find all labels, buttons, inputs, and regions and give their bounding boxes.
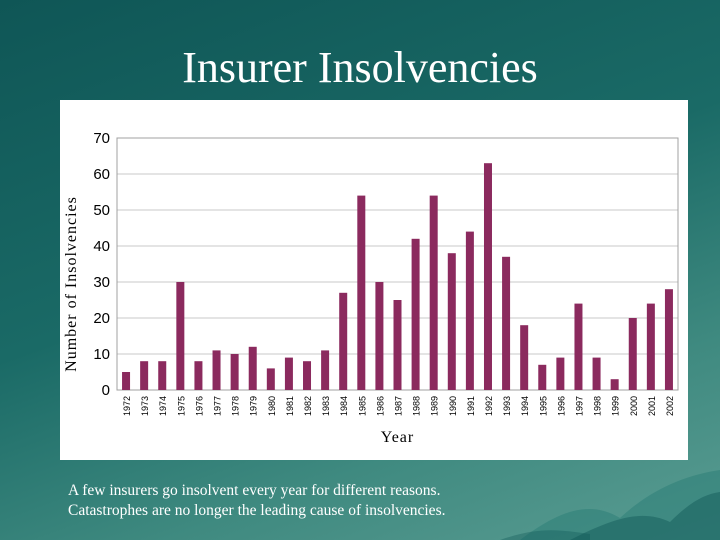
x-tick-label: 1978 (231, 396, 241, 416)
caption-line-2: Catastrophes are no longer the leading c… (68, 502, 446, 519)
y-tick-label: 0 (102, 382, 110, 399)
x-tick-label: 1977 (213, 396, 223, 416)
slide-title: Insurer Insolvencies (182, 43, 538, 92)
x-tick-label: 1974 (158, 396, 168, 416)
bar (592, 357, 601, 390)
x-tick-label: 1975 (176, 396, 186, 416)
bar (375, 282, 384, 390)
x-tick-label: 1988 (412, 396, 422, 416)
x-tick-label: 1981 (285, 396, 295, 416)
y-tick-label: 50 (93, 202, 110, 219)
bar (393, 300, 402, 390)
y-tick-label: 40 (93, 238, 110, 255)
x-tick-label: 1976 (194, 396, 204, 416)
bar (158, 361, 167, 390)
x-tick-label: 1995 (538, 396, 548, 416)
y-tick-label: 60 (93, 166, 110, 183)
bar (339, 292, 348, 390)
bar (176, 282, 185, 390)
bar (140, 361, 149, 390)
bar (429, 195, 438, 390)
bar (502, 256, 511, 390)
slide-caption: A few insurers go insolvent every year f… (68, 481, 668, 521)
bar-chart: 0 10 20 30 40 50 60 70 1972 1973 1974 1975 1976 1977 1… (63, 130, 679, 446)
y-axis-title: Number of Insolvencies (63, 196, 80, 372)
x-tick-label: 2002 (665, 396, 675, 416)
bar (303, 361, 312, 390)
x-tick-label: 1998 (593, 396, 603, 416)
x-tick-label: 1989 (430, 396, 440, 416)
y-tick-label: 10 (93, 346, 110, 363)
bar (248, 346, 257, 390)
bar (411, 238, 420, 390)
x-tick-label: 1980 (267, 396, 277, 416)
x-tick-label: 1986 (375, 396, 385, 416)
x-tick-label: 1992 (484, 396, 494, 416)
bar (122, 372, 131, 390)
y-tick-label: 70 (93, 130, 110, 147)
x-tick-label: 1994 (520, 396, 530, 416)
bar (556, 357, 565, 390)
x-tick-label: 1984 (339, 396, 349, 416)
chart-panel: 0 10 20 30 40 50 60 70 1972 1973 1974 1975 1976 1977 1… (60, 100, 688, 460)
bar (321, 350, 330, 390)
decorative-waves (500, 470, 720, 540)
bar (212, 350, 221, 390)
x-tick-label: 1997 (574, 396, 584, 416)
x-tick-label: 1972 (122, 396, 132, 416)
bar (483, 163, 492, 390)
x-tick-label: 1979 (249, 396, 259, 416)
bar (538, 364, 547, 390)
y-tick-label: 30 (93, 274, 110, 291)
bar (520, 325, 529, 390)
x-tick-label: 1991 (466, 396, 476, 416)
bar (447, 253, 456, 390)
x-tick-label: 1973 (140, 396, 150, 416)
bar (628, 318, 637, 390)
caption-line-1: A few insurers go insolvent every year f… (68, 482, 441, 499)
y-tick-label: 20 (93, 310, 110, 327)
bar (194, 361, 203, 390)
x-tick-label: 1985 (357, 396, 367, 416)
x-tick-label: 1982 (303, 396, 313, 416)
x-axis-title: Year (381, 429, 414, 446)
bar (230, 354, 239, 390)
x-tick-label: 1983 (321, 396, 331, 416)
x-tick-label: 2000 (629, 396, 639, 416)
bar (610, 379, 619, 390)
x-tick-label: 1987 (394, 396, 404, 416)
bar (284, 357, 293, 390)
x-tick-label: 1993 (502, 396, 512, 416)
bar (574, 303, 583, 390)
x-tick-label: 1990 (448, 396, 458, 416)
bar (646, 303, 655, 390)
x-tick-label: 1999 (611, 396, 621, 416)
x-tick-label: 2001 (647, 396, 657, 416)
bar (357, 195, 366, 390)
x-tick-label: 1996 (556, 396, 566, 416)
bar (465, 231, 474, 390)
bar (266, 368, 275, 390)
bar (664, 289, 673, 390)
